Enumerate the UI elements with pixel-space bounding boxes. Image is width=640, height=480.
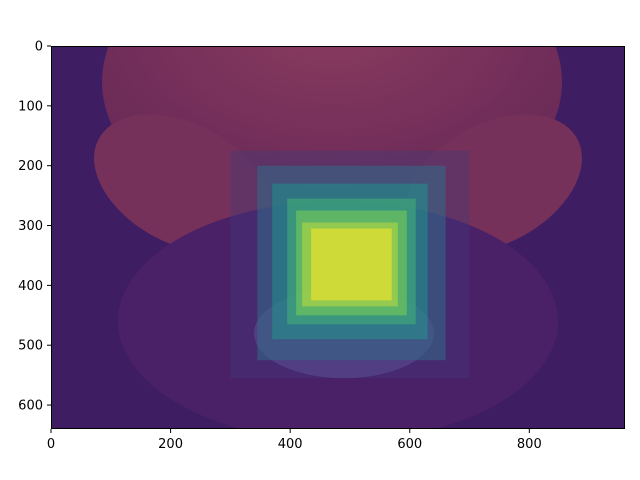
heatmap-overlay bbox=[230, 150, 470, 379]
y-tick-label: 400 bbox=[18, 279, 43, 294]
x-tick-label: 800 bbox=[517, 437, 542, 452]
x-tick-label: 200 bbox=[158, 437, 183, 452]
plot-area bbox=[51, 46, 625, 429]
y-tick-label: 200 bbox=[18, 159, 43, 174]
x-axis: 0 200 400 600 800 bbox=[47, 429, 542, 452]
x-tick-label: 600 bbox=[397, 437, 422, 452]
y-tick-label: 100 bbox=[18, 99, 43, 114]
plot-frame bbox=[51, 46, 625, 429]
y-tick-label: 0 bbox=[35, 40, 43, 55]
x-tick-label: 0 bbox=[47, 437, 55, 452]
y-tick-label: 600 bbox=[18, 399, 43, 414]
y-tick-label: 500 bbox=[18, 339, 43, 354]
heat-cell-layer-6 bbox=[311, 228, 392, 301]
y-axis: 0 100 200 300 400 500 600 bbox=[18, 40, 51, 414]
x-tick-label: 400 bbox=[278, 437, 303, 452]
y-tick-label: 300 bbox=[18, 219, 43, 234]
